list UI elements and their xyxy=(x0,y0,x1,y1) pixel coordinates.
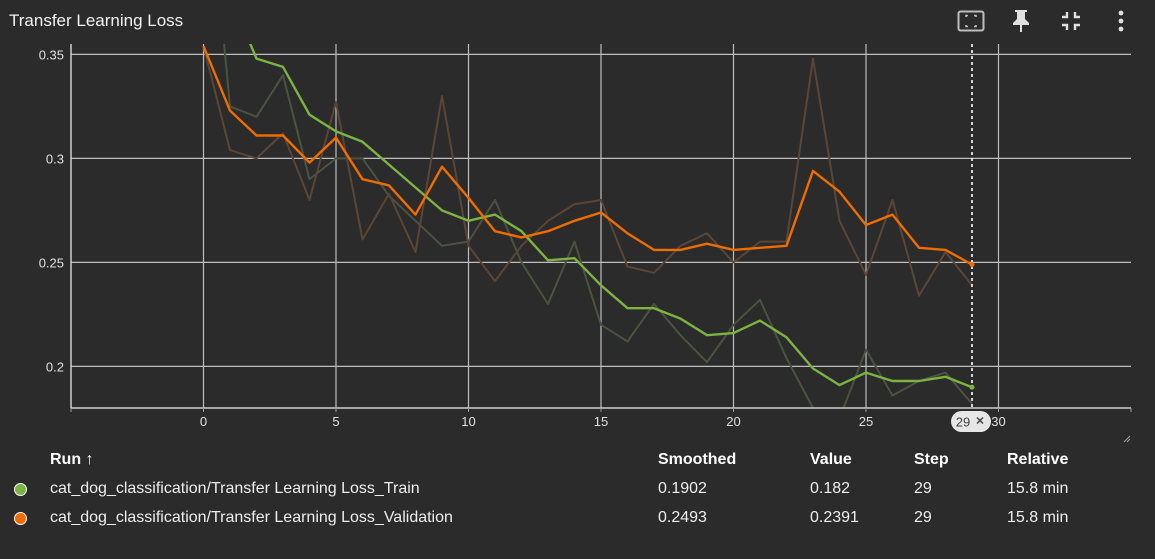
hover-step-chip xyxy=(951,411,991,432)
train-raw-line xyxy=(223,44,973,408)
fit-to-data-button[interactable] xyxy=(956,6,986,36)
train-color-dot xyxy=(14,483,27,496)
header-relative[interactable]: Relative xyxy=(1007,451,1069,468)
axes: 0.2 0.25 0.3 0.35 0 5 10 15 20 25 30 xyxy=(39,44,1132,443)
raw-series xyxy=(202,44,973,408)
y-tick-label: 0.3 xyxy=(46,151,64,166)
fit-to-data-icon xyxy=(957,10,985,32)
table-header: Run ↑ Smoothed Value Step Relative xyxy=(0,447,1155,473)
x-tick-label: 10 xyxy=(461,414,475,429)
close-icon xyxy=(976,416,984,425)
chart-title: Transfer Learning Loss xyxy=(9,11,184,30)
more-options-button[interactable] xyxy=(1106,6,1136,36)
run-name: cat_dog_classification/Transfer Learning… xyxy=(50,509,453,526)
step-value: 29 xyxy=(914,480,932,497)
table-row[interactable]: cat_dog_classification/Transfer Learning… xyxy=(0,476,1155,502)
pin-icon xyxy=(1013,10,1029,32)
smoothed-value: 0.2493 xyxy=(658,509,707,526)
card-header: Transfer Learning Loss xyxy=(0,0,1155,44)
validation-smoothed-line xyxy=(202,45,973,266)
train-smoothed-line xyxy=(248,44,973,389)
x-tick-label: 25 xyxy=(859,414,873,429)
x-tick-label: 5 xyxy=(332,414,339,429)
resize-handle-icon xyxy=(1123,435,1131,443)
run-name: cat_dog_classification/Transfer Learning… xyxy=(50,480,420,497)
validation-hover-point xyxy=(969,261,975,267)
relative-time: 15.8 min xyxy=(1007,480,1069,497)
y-tick-label: 0.25 xyxy=(39,255,64,270)
raw-value: 0.2391 xyxy=(810,509,859,526)
x-tick-label: 15 xyxy=(594,414,608,429)
raw-value: 0.182 xyxy=(810,480,851,497)
table-row[interactable]: cat_dog_classification/Transfer Learning… xyxy=(0,505,1155,531)
header-run[interactable]: Run ↑ xyxy=(50,451,94,468)
relative-time: 15.8 min xyxy=(1007,509,1069,526)
validation-color-dot xyxy=(14,512,27,525)
pin-button[interactable] xyxy=(1006,6,1036,36)
y-tick-label: 0.35 xyxy=(39,47,64,62)
collapse-button[interactable] xyxy=(1056,6,1086,36)
smoothed-value: 0.1902 xyxy=(658,480,707,497)
x-tick-label: 30 xyxy=(991,414,1005,429)
collapse-icon xyxy=(1062,12,1080,30)
step-value: 29 xyxy=(914,509,932,526)
header-step[interactable]: Step xyxy=(914,451,949,468)
validation-raw-line xyxy=(202,45,973,297)
more-vert-icon xyxy=(1118,10,1124,32)
header-value[interactable]: Value xyxy=(810,451,852,468)
x-tick-label: 20 xyxy=(726,414,740,429)
header-smoothed[interactable]: Smoothed xyxy=(658,451,737,468)
smoothed-series xyxy=(202,44,973,389)
train-hover-point xyxy=(969,384,975,390)
hover-marker: 29 xyxy=(951,44,991,432)
line-chart[interactable]: 0.2 0.25 0.3 0.35 0 5 10 15 20 25 30 29 xyxy=(0,44,1155,444)
hover-step-label: 29 xyxy=(956,415,970,430)
y-tick-label: 0.2 xyxy=(46,359,64,374)
x-tick-label: 0 xyxy=(200,414,207,429)
